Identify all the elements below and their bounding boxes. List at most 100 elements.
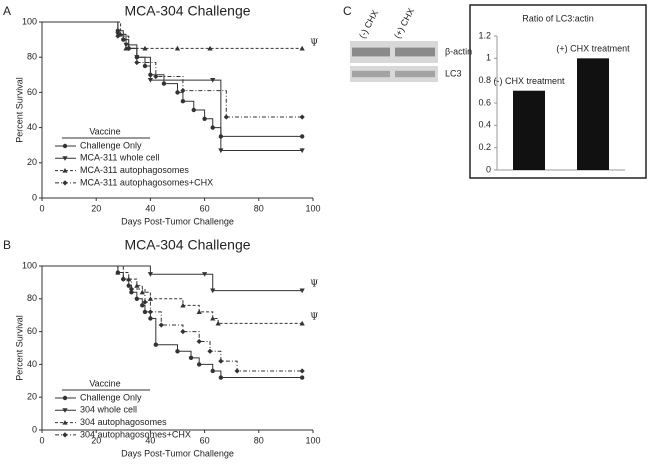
survival-curve bbox=[42, 265, 303, 292]
legend-label: MCA-311 autophagosomes+CHX bbox=[80, 177, 213, 187]
marker bbox=[134, 55, 140, 60]
marker bbox=[161, 81, 167, 86]
y-tick-label: 1.2 bbox=[478, 30, 491, 40]
x-axis-label: Days Post-Tumor Challenge bbox=[121, 448, 234, 458]
marker bbox=[180, 88, 186, 94]
survival-curve bbox=[42, 265, 303, 379]
y-tick-label: 60 bbox=[27, 326, 37, 336]
y-tick-label: 0 bbox=[486, 164, 491, 174]
survival-curve bbox=[42, 21, 303, 151]
y-tick-label: 20 bbox=[27, 392, 37, 402]
x-tick-label: 20 bbox=[91, 435, 101, 445]
legend-title: Vaccine bbox=[89, 378, 120, 388]
bar bbox=[513, 90, 545, 170]
y-tick-label: 0 bbox=[32, 424, 37, 434]
legend-title: Vaccine bbox=[89, 126, 120, 136]
y-tick-label: 40 bbox=[27, 359, 37, 369]
y-tick-label: 20 bbox=[27, 157, 37, 167]
marker bbox=[299, 148, 305, 154]
marker bbox=[218, 358, 224, 364]
marker bbox=[299, 320, 305, 326]
marker bbox=[147, 78, 153, 83]
marker bbox=[180, 329, 186, 335]
annotation: Ψ bbox=[310, 280, 318, 290]
marker bbox=[191, 107, 196, 113]
marker bbox=[126, 45, 132, 51]
survival-curve bbox=[42, 21, 303, 137]
marker bbox=[202, 272, 208, 277]
annotation: Ψ bbox=[310, 312, 318, 322]
blot-lane-label: (+) CHX bbox=[392, 6, 416, 40]
legend-label: Challenge Only bbox=[80, 140, 142, 150]
x-tick-label: 100 bbox=[305, 435, 320, 445]
marker bbox=[210, 368, 215, 374]
marker bbox=[207, 45, 213, 51]
bar-label: (-) CHX treatment bbox=[493, 76, 565, 86]
marker bbox=[210, 125, 215, 130]
y-tick-label: 60 bbox=[27, 87, 37, 97]
marker bbox=[196, 362, 202, 367]
y-tick-label: 100 bbox=[22, 16, 37, 26]
x-tick-label: 40 bbox=[145, 435, 155, 445]
y-tick-label: 0.8 bbox=[478, 75, 491, 85]
y-tick-label: 100 bbox=[22, 260, 37, 270]
blot-band bbox=[395, 47, 435, 57]
marker bbox=[120, 276, 126, 282]
blot-band bbox=[352, 70, 390, 78]
legend-label: MCA-311 whole cell bbox=[80, 153, 159, 163]
marker bbox=[126, 283, 131, 288]
marker bbox=[153, 342, 159, 347]
marker bbox=[115, 269, 121, 275]
legend-label: MCA-311 autophagosomes bbox=[80, 165, 189, 175]
x-tick-label: 0 bbox=[39, 203, 44, 213]
marker bbox=[62, 180, 68, 186]
x-tick-label: 0 bbox=[39, 435, 44, 445]
blot-band bbox=[395, 70, 435, 78]
marker bbox=[62, 156, 68, 161]
marker bbox=[115, 33, 121, 39]
marker bbox=[62, 395, 68, 401]
marker bbox=[174, 45, 181, 51]
marker bbox=[210, 315, 216, 321]
marker bbox=[180, 302, 186, 308]
marker bbox=[142, 45, 148, 51]
y-tick-label: 80 bbox=[27, 52, 37, 62]
legend-label: 304 autophagosomes bbox=[80, 417, 167, 427]
bar-label: (+) CHX treatment bbox=[556, 44, 630, 54]
x-axis-label: Days Post-Tumor Challenge bbox=[121, 216, 234, 226]
y-axis-label: Percent Survival bbox=[14, 315, 24, 381]
marker bbox=[299, 368, 305, 374]
marker bbox=[196, 338, 202, 345]
marker bbox=[158, 322, 164, 328]
marker bbox=[142, 309, 148, 315]
marker bbox=[134, 283, 140, 288]
marker bbox=[175, 349, 180, 354]
y-tick-label: 40 bbox=[27, 122, 37, 132]
annotation: Ψ bbox=[310, 39, 318, 49]
panel-label: C bbox=[343, 4, 352, 18]
marker bbox=[175, 90, 180, 95]
y-tick-label: 0.2 bbox=[478, 142, 491, 152]
y-tick-label: 0 bbox=[32, 192, 37, 202]
marker bbox=[180, 99, 186, 104]
blot-band bbox=[352, 47, 390, 57]
marker bbox=[147, 272, 153, 277]
marker bbox=[299, 134, 305, 139]
marker bbox=[148, 316, 153, 321]
marker bbox=[62, 168, 68, 173]
blot-lane-label: (-) CHX bbox=[357, 8, 380, 40]
marker bbox=[215, 320, 221, 326]
marker bbox=[207, 348, 213, 354]
chart-title: MCA-304 Challenge bbox=[124, 3, 250, 19]
panel-label: B bbox=[3, 238, 11, 252]
legend-label: 304 autophagosomes+CHX bbox=[80, 429, 191, 439]
marker bbox=[218, 148, 224, 154]
marker bbox=[128, 286, 135, 292]
marker bbox=[62, 408, 68, 413]
x-tick-label: 60 bbox=[200, 435, 210, 445]
x-tick-label: 80 bbox=[254, 203, 264, 213]
x-tick-label: 40 bbox=[145, 203, 155, 213]
blot-strip bbox=[350, 41, 438, 63]
legend-label: 304 whole cell bbox=[80, 405, 137, 415]
marker bbox=[299, 375, 305, 380]
